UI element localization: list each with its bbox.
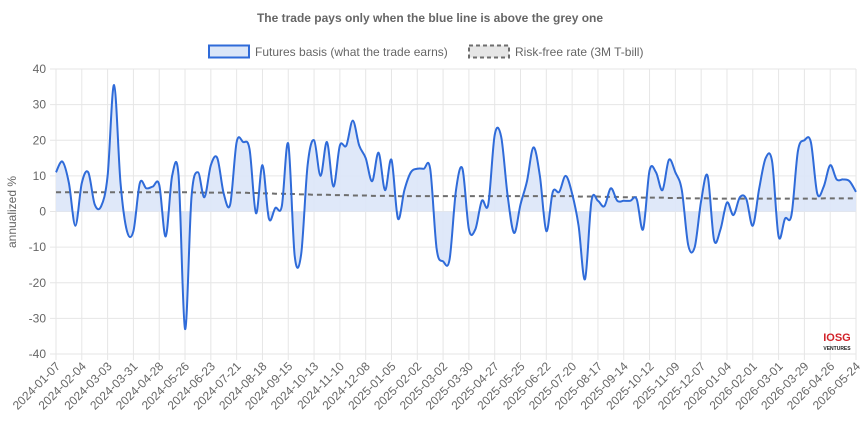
x-axis-ticks: 2024-01-072024-02-042024-03-032024-03-31… <box>10 359 860 413</box>
legend: Futures basis (what the trade earns) Ris… <box>208 44 643 59</box>
y-tick-label: -40 <box>29 347 47 361</box>
chart-title: The trade pays only when the blue line i… <box>257 11 603 25</box>
y-tick-label: 40 <box>33 62 47 76</box>
legend-swatch-riskfree <box>468 44 510 59</box>
watermark-logo-sub: VENTURES <box>823 346 851 352</box>
plot-area <box>55 84 857 331</box>
legend-label-basis: Futures basis (what the trade earns) <box>255 45 448 59</box>
legend-item-riskfree[interactable]: Risk-free rate (3M T-bill) <box>468 44 643 59</box>
watermark-logo: IOSG VENTURES <box>823 332 851 352</box>
y-tick-label: 30 <box>33 98 47 112</box>
y-tick-label: 10 <box>33 169 47 183</box>
legend-item-basis[interactable]: Futures basis (what the trade earns) <box>208 44 448 59</box>
basis-line <box>55 84 857 331</box>
legend-label-riskfree: Risk-free rate (3M T-bill) <box>515 45 643 59</box>
y-axis-title: annualized % <box>5 176 19 248</box>
y-tick-label: 20 <box>33 133 47 147</box>
y-tick-label: -10 <box>29 240 47 254</box>
basis-area <box>56 85 856 330</box>
y-tick-label: 0 <box>39 205 46 219</box>
y-tick-label: -20 <box>29 276 47 290</box>
watermark-logo-name: IOSG <box>823 332 851 344</box>
y-tick-label: -30 <box>29 311 47 325</box>
y-axis-ticks: 40 30 20 10 0 -10 -20 -30 -40 <box>29 62 47 361</box>
legend-swatch-basis <box>208 44 250 59</box>
